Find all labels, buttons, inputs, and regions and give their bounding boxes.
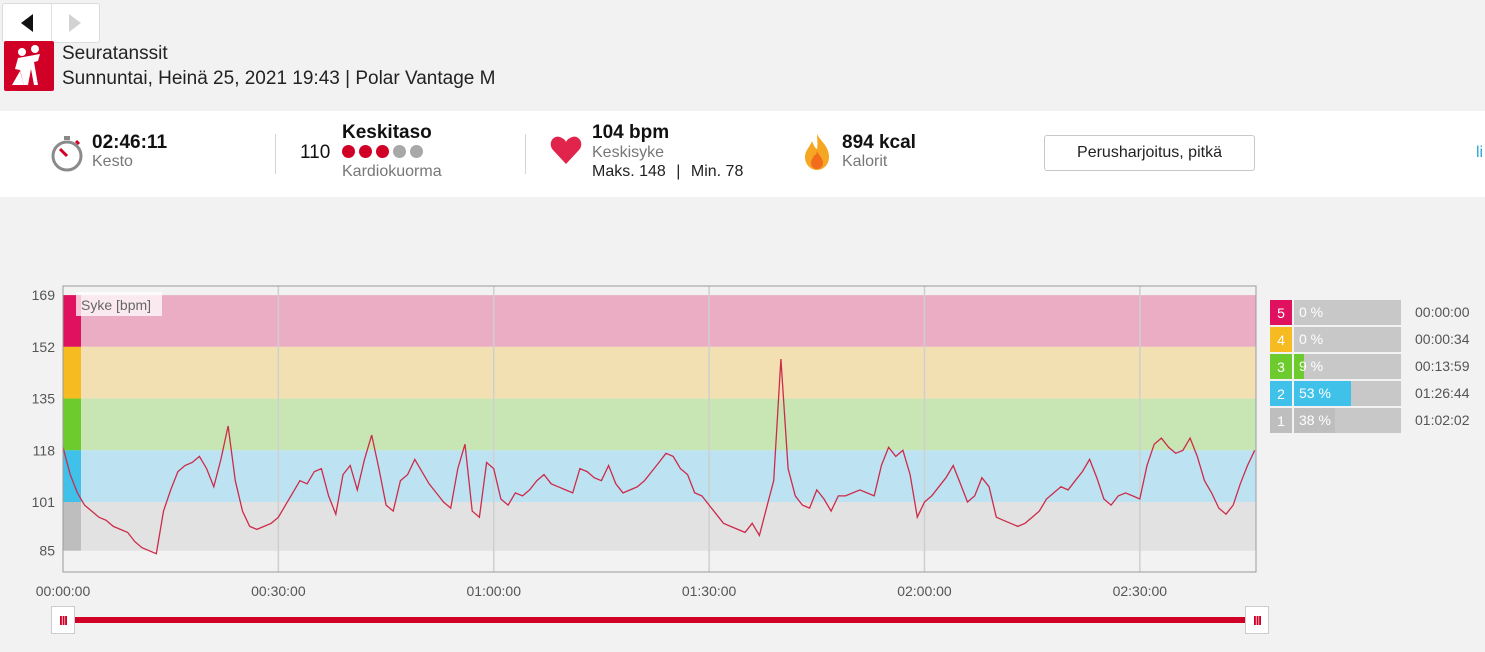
divider [275, 134, 276, 174]
zone-time: 00:00:34 [1415, 331, 1470, 347]
x-tick-label: 01:00:00 [466, 583, 521, 599]
zone-band-5 [63, 295, 1256, 347]
zone-number: 2 [1270, 381, 1292, 406]
hr-avg-value: 104 bpm [592, 122, 670, 143]
range-end-handle[interactable]: III [1245, 606, 1269, 634]
cardio-load-label: Kardiokuorma [342, 163, 442, 180]
range-start-handle[interactable]: III [51, 606, 75, 634]
flame-icon [803, 133, 831, 176]
y-tick-label: 135 [32, 391, 56, 407]
hr-max: Maks. 148 [592, 163, 666, 180]
training-benefit-button[interactable]: Perusharjoitus, pitkä [1044, 135, 1255, 171]
zone-bar-fill [1294, 381, 1351, 406]
zone-band-1 [63, 502, 1256, 551]
x-tick-label: 01:30:00 [682, 583, 737, 599]
divider [525, 134, 526, 174]
triangle-right-icon [69, 14, 82, 32]
zone-bar: 53 % [1294, 381, 1401, 406]
hr-minmax: Maks. 148 | Min. 78 [592, 163, 743, 181]
load-dot-empty [410, 145, 423, 158]
load-dot-filled [359, 145, 372, 158]
zone-band-4 [63, 346, 1256, 399]
zone-band-3 [63, 398, 1256, 451]
y-tick-label: 118 [33, 442, 56, 458]
y-tick-label: 85 [39, 543, 55, 559]
heart-icon [550, 135, 582, 170]
zone-row-3: 3 9 % 00:13:59 [1270, 354, 1480, 379]
zone-time: 01:26:44 [1415, 385, 1470, 401]
time-grid [277, 286, 1141, 572]
zone-time: 01:02:02 [1415, 412, 1470, 428]
series-label: Syke [bpm] [81, 297, 151, 313]
calories-value: 894 kcal [842, 132, 916, 153]
x-tick-label: 00:30:00 [251, 583, 306, 599]
heart-rate-line [62, 358, 1256, 555]
y-tick-label: 152 [32, 339, 56, 355]
zone-percent: 0 % [1299, 331, 1324, 347]
time-range-track[interactable] [66, 617, 1250, 623]
zone-band-2 [63, 450, 1256, 503]
y-tick-label: 169 [32, 287, 56, 303]
zone-percent: 9 % [1299, 358, 1324, 374]
series-label-bg [76, 292, 162, 316]
cardio-load-dots [342, 145, 427, 163]
duration-value: 02:46:11 [92, 132, 168, 153]
zone-row-1: 1 38 % 01:02:02 [1270, 408, 1480, 433]
cardio-load-value: 110 [300, 142, 331, 163]
zone-time: 00:00:00 [1415, 304, 1470, 320]
load-dot-filled [376, 145, 389, 158]
x-tick-label: 00:00:00 [36, 583, 91, 599]
hr-avg-label: Keskisyke [592, 144, 665, 161]
zone-bar: 0 % [1294, 327, 1401, 352]
duration-label: Kesto [92, 153, 133, 170]
triangle-left-icon [20, 14, 33, 32]
zone-strip-3 [63, 398, 81, 451]
back-button[interactable] [3, 4, 51, 42]
x-axis-labels: 00:00:00 00:30:00 01:00:00 01:30:00 02:00:00… [36, 583, 1168, 599]
stopwatch-icon [50, 135, 84, 178]
y-axis-labels: 169 152 135 118 101 85 [32, 287, 56, 559]
forward-button[interactable] [50, 4, 100, 42]
zone-strips [63, 295, 81, 551]
y-tick-label: 101 [32, 494, 56, 510]
zone-number: 3 [1270, 354, 1292, 379]
zone-bar-fill [1294, 408, 1335, 433]
x-tick-label: 02:00:00 [897, 583, 952, 599]
truncated-link[interactable]: li [1476, 144, 1484, 161]
heart-rate-chart[interactable]: 169 152 135 118 101 85 00:00:00 00:30:00 01:00:… [0, 280, 1262, 610]
zone-percent: 38 % [1299, 412, 1331, 428]
zone-bar: 0 % [1294, 300, 1401, 325]
hr-min: Min. 78 [690, 163, 744, 180]
zone-row-5: 5 0 % 00:00:00 [1270, 300, 1480, 325]
zone-number: 1 [1270, 408, 1292, 433]
zone-number: 4 [1270, 327, 1292, 352]
zone-bands [63, 295, 1256, 551]
zone-bar: 38 % [1294, 408, 1401, 433]
zone-row-2: 2 53 % 01:26:44 [1270, 381, 1480, 406]
load-dot-filled [342, 145, 355, 158]
load-dot-empty [393, 145, 406, 158]
sport-name: Seuratanssit [62, 43, 168, 64]
history-nav [2, 3, 100, 43]
session-subtitle: Sunnuntai, Heinä 25, 2021 19:43 | Polar … [62, 68, 496, 89]
zone-number: 5 [1270, 300, 1292, 325]
dancing-couple-icon [4, 41, 54, 91]
hr-separator: | [676, 163, 681, 180]
zone-time: 00:13:59 [1415, 358, 1470, 374]
summary-bar: 02:46:11 Kesto 110 Keskitaso Kardiokuorm… [0, 111, 1485, 197]
zone-bar-fill [1294, 354, 1304, 379]
zone-percent: 53 % [1299, 385, 1331, 401]
zone-percent: 0 % [1299, 304, 1324, 320]
cardio-load-level: Keskitaso [342, 122, 432, 143]
zone-bar: 9 % [1294, 354, 1401, 379]
zone-row-4: 4 0 % 00:00:34 [1270, 327, 1480, 352]
zone-strip-4 [63, 346, 81, 399]
plot-frame [62, 285, 1257, 573]
calories-label: Kalorit [842, 153, 888, 170]
x-tick-label: 02:30:00 [1113, 583, 1168, 599]
zone-strip-1 [63, 502, 81, 551]
